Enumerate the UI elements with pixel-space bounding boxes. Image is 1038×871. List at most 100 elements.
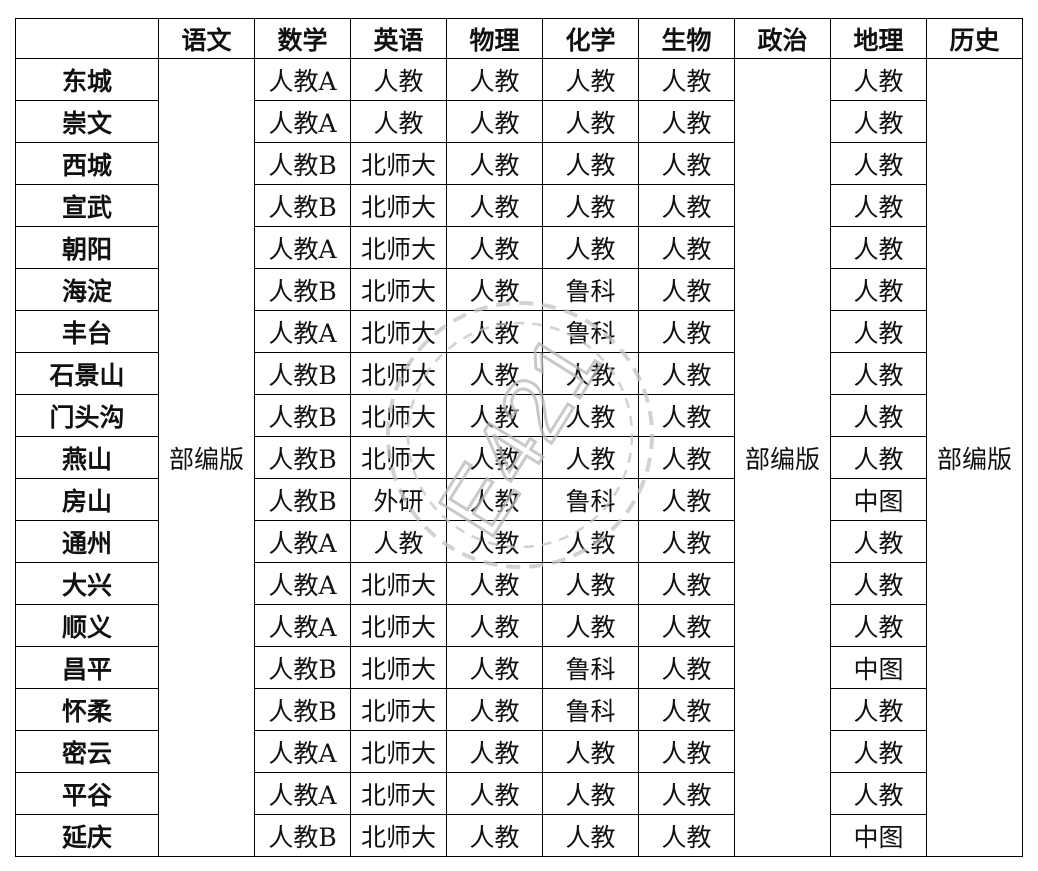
yingyu-cell: 北师大: [350, 436, 447, 479]
district-cell: 密云: [15, 730, 159, 773]
shuxue-cell: 人教B: [254, 268, 351, 311]
wuli-cell: 人教: [446, 352, 543, 395]
shuxue-cell: 人教A: [254, 520, 351, 563]
shengwu-cell: 人教: [638, 184, 735, 227]
table-row: 怀柔 人教B 北师大 人教 鲁科 人教 人教: [15, 688, 1023, 731]
header-cell: 化学: [542, 18, 639, 59]
district-cell: 昌平: [15, 646, 159, 689]
header-row: 语文 数学 英语 物理 化学 生物 政治 地理 历史: [15, 18, 1023, 59]
district-cell: 怀柔: [15, 688, 159, 731]
header-cell: 物理: [446, 18, 543, 59]
shuxue-cell: 人教B: [254, 142, 351, 185]
shuxue-cell: 人教B: [254, 478, 351, 521]
dili-cell: 人教: [830, 688, 927, 731]
dili-cell: 人教: [830, 100, 927, 143]
shuxue-cell: 人教B: [254, 394, 351, 437]
huaxue-cell: 人教: [542, 772, 639, 815]
header-cell: 数学: [254, 18, 351, 59]
shengwu-cell: 人教: [638, 520, 735, 563]
table-row: 平谷 人教A 北师大 人教 人教 人教 人教: [15, 772, 1023, 815]
huaxue-cell: 人教: [542, 226, 639, 269]
yingyu-cell: 北师大: [350, 814, 447, 857]
district-cell: 顺义: [15, 604, 159, 647]
huaxue-cell: 人教: [542, 436, 639, 479]
shengwu-cell: 人教: [638, 394, 735, 437]
table-row: 延庆 人教B 北师大 人教 人教 人教 中图: [15, 814, 1023, 857]
dili-cell: 人教: [830, 268, 927, 311]
yingyu-cell: 北师大: [350, 394, 447, 437]
dili-cell: 人教: [830, 436, 927, 479]
huaxue-cell: 人教: [542, 184, 639, 227]
shuxue-cell: 人教B: [254, 352, 351, 395]
shuxue-cell: 人教B: [254, 436, 351, 479]
district-cell: 石景山: [15, 352, 159, 395]
yingyu-cell: 北师大: [350, 772, 447, 815]
dili-cell: 人教: [830, 58, 927, 101]
table-row: 昌平 人教B 北师大 人教 鲁科 人教 中图: [15, 646, 1023, 689]
table-row: 朝阳 人教A 北师大 人教 人教 人教 人教: [15, 226, 1023, 269]
dili-cell: 人教: [830, 562, 927, 605]
dili-cell: 人教: [830, 142, 927, 185]
district-cell: 朝阳: [15, 226, 159, 269]
shuxue-cell: 人教A: [254, 772, 351, 815]
yingyu-cell: 北师大: [350, 646, 447, 689]
yingyu-cell: 北师大: [350, 142, 447, 185]
district-cell: 门头沟: [15, 394, 159, 437]
yingyu-cell: 北师大: [350, 352, 447, 395]
wuli-cell: 人教: [446, 520, 543, 563]
wuli-cell: 人教: [446, 268, 543, 311]
wuli-cell: 人教: [446, 142, 543, 185]
shuxue-cell: 人教B: [254, 646, 351, 689]
header-corner: [15, 18, 159, 59]
shengwu-cell: 人教: [638, 730, 735, 773]
table-row: 东城 部编版 人教A 人教 人教 人教 人教 部编版 人教 部编版: [15, 58, 1023, 857]
huaxue-cell: 鲁科: [542, 310, 639, 353]
shengwu-cell: 人教: [638, 142, 735, 185]
table-row: 大兴 人教A 北师大 人教 人教 人教 人教: [15, 562, 1023, 605]
shengwu-cell: 人教: [638, 478, 735, 521]
huaxue-cell: 人教: [542, 142, 639, 185]
wuli-cell: 人教: [446, 814, 543, 857]
yingyu-cell: 北师大: [350, 730, 447, 773]
lishi-merged-cell: 部编版: [926, 58, 1023, 857]
shengwu-cell: 人教: [638, 646, 735, 689]
yingyu-cell: 北师大: [350, 604, 447, 647]
shengwu-cell: 人教: [638, 310, 735, 353]
wuli-cell: 人教: [446, 478, 543, 521]
dili-cell: 人教: [830, 394, 927, 437]
huaxue-cell: 人教: [542, 730, 639, 773]
district-cell: 海淀: [15, 268, 159, 311]
district-cell: 崇文: [15, 100, 159, 143]
district-cell: 宣武: [15, 184, 159, 227]
shengwu-cell: 人教: [638, 772, 735, 815]
district-cell: 延庆: [15, 814, 159, 857]
huaxue-cell: 鲁科: [542, 688, 639, 731]
shuxue-cell: 人教B: [254, 688, 351, 731]
shengwu-cell: 人教: [638, 688, 735, 731]
dili-cell: 人教: [830, 352, 927, 395]
yingyu-cell: 外研: [350, 478, 447, 521]
shengwu-cell: 人教: [638, 268, 735, 311]
shengwu-cell: 人教: [638, 604, 735, 647]
district-cell: 平谷: [15, 772, 159, 815]
table-row: 密云 人教A 北师大 人教 人教 人教 人教: [15, 730, 1023, 773]
header-cell: 生物: [638, 18, 735, 59]
wuli-cell: 人教: [446, 184, 543, 227]
huaxue-cell: 人教: [542, 352, 639, 395]
dili-cell: 人教: [830, 184, 927, 227]
shengwu-cell: 人教: [638, 100, 735, 143]
huaxue-cell: 人教: [542, 58, 639, 101]
shuxue-cell: 人教A: [254, 58, 351, 101]
huaxue-cell: 鲁科: [542, 268, 639, 311]
dili-cell: 人教: [830, 730, 927, 773]
yingyu-cell: 北师大: [350, 226, 447, 269]
header-cell: 地理: [830, 18, 927, 59]
shengwu-cell: 人教: [638, 436, 735, 479]
wuli-cell: 人教: [446, 604, 543, 647]
yingyu-cell: 北师大: [350, 268, 447, 311]
huaxue-cell: 人教: [542, 604, 639, 647]
shuxue-cell: 人教A: [254, 562, 351, 605]
huaxue-cell: 人教: [542, 100, 639, 143]
shuxue-cell: 人教B: [254, 184, 351, 227]
dili-cell: 人教: [830, 604, 927, 647]
